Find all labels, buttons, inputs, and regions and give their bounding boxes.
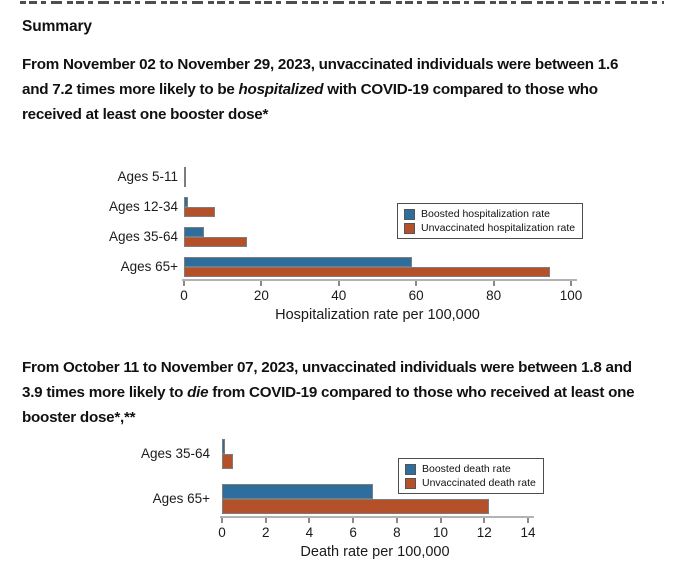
axis-tick (352, 518, 355, 523)
axis-tick (439, 518, 442, 523)
bar-boosted-hospitalization-rate-ages-35-64 (184, 227, 204, 237)
legend-item-boosted-hospitalization-rate: Boosted hospitalization rate (404, 208, 575, 220)
axis-tick-label: 60 (408, 288, 424, 303)
legend-swatch-unvaccinated-death-rate (405, 477, 416, 489)
category-label-ages-65: Ages 65+ (152, 491, 210, 506)
axis-tick-label: 8 (393, 525, 401, 540)
legend-label-unvaccinated-death-rate: Unvaccinated death rate (422, 477, 536, 489)
legend-swatch-boosted-hospitalization-rate (404, 208, 415, 220)
category-label-ages-12-34: Ages 12-34 (108, 199, 178, 214)
bar-unvaccinated-death-rate-ages-65 (222, 499, 489, 514)
death-summary-paragraph: From October 11 to November 07, 2023, un… (22, 355, 644, 430)
axis-tick-label: 20 (253, 288, 269, 303)
axis-tick-label: 14 (520, 525, 536, 540)
axis-tick (264, 518, 267, 523)
text-segment: From October 11 to November 07, 2023, un… (22, 359, 632, 401)
summary-heading: Summary (22, 18, 92, 35)
legend-item-unvaccinated-hospitalization-rate: Unvaccinated hospitalization rate (404, 222, 575, 234)
axis-tick-label: 12 (476, 525, 492, 540)
axis-tick (570, 281, 572, 286)
legend-swatch-boosted-death-rate (405, 463, 416, 475)
legend-label-boosted-death-rate: Boosted death rate (422, 463, 511, 475)
axis-tick (527, 518, 529, 523)
bar-unvaccinated-hospitalization-rate-ages-65 (184, 267, 550, 277)
category-label-ages-35-64: Ages 35-64 (140, 446, 210, 461)
hospitalization-summary-paragraph: From November 02 to November 29, 2023, u… (22, 52, 644, 127)
axis-tick (395, 518, 398, 523)
text-segment: from COVID-19 compared to those who rece… (22, 384, 635, 426)
axis-tick-label: 0 (180, 288, 188, 303)
axis-tick-label: 10 (433, 525, 449, 540)
bar-unvaccinated-hospitalization-rate-ages-35-64 (184, 237, 247, 247)
x-axis-line (220, 516, 534, 518)
legend-item-boosted-death-rate: Boosted death rate (405, 463, 536, 475)
bar-boosted-hospitalization-rate-ages-65 (184, 257, 412, 267)
hospitalization-chart: Ages 5-11 Ages 12-34 Ages 35-64 Ages 65+ 0 20… (0, 160, 684, 335)
legend-swatch-unvaccinated-hospitalization-rate (404, 222, 415, 234)
axis-tick (260, 281, 263, 286)
death-chart: Ages 35-64 Ages 65+ 0 2 4 6 8 10 12 14 Death rate … (0, 430, 684, 568)
bar-unvaccinated-hospitalization-rate-ages-5-11 (184, 177, 186, 187)
axis-tick-label: 4 (305, 525, 314, 540)
axis-tick (337, 281, 340, 286)
legend: Boosted death rate Unvaccinated death rat… (398, 458, 544, 494)
bar-unvaccinated-hospitalization-rate-ages-12-34 (184, 207, 215, 217)
category-label-ages-35-64: Ages 35-64 (108, 229, 178, 244)
axis-tick (415, 281, 418, 286)
axis-tick (308, 518, 311, 523)
legend-label-boosted-hospitalization-rate: Boosted hospitalization rate (421, 208, 550, 220)
category-label-ages-65: Ages 65+ (120, 259, 178, 274)
axis-tick-label: 40 (331, 288, 347, 303)
axis-tick (483, 518, 486, 523)
legend-item-unvaccinated-death-rate: Unvaccinated death rate (405, 477, 536, 489)
axis-tick-label: 100 (559, 288, 583, 303)
bar-boosted-hospitalization-rate-ages-5-11 (184, 167, 186, 177)
bar-boosted-hospitalization-rate-ages-12-34 (184, 197, 188, 207)
text-segment: with COVID-19 compared to those who rece… (22, 81, 598, 123)
category-label-ages-5-11: Ages 5-11 (117, 169, 178, 184)
clipped-text-top (20, 1, 664, 4)
legend-label-unvaccinated-hospitalization-rate: Unvaccinated hospitalization rate (421, 222, 576, 234)
bar-boosted-death-rate-ages-35-64 (222, 439, 225, 454)
legend: Boosted hospitalization rate Unvaccinated… (397, 203, 584, 239)
bar-unvaccinated-death-rate-ages-35-64 (222, 454, 233, 469)
x-axis-label: Death rate per 100,000 (300, 544, 450, 560)
bar-boosted-death-rate-ages-65 (222, 484, 373, 499)
x-axis-line (182, 279, 577, 281)
axis-tick (492, 281, 495, 286)
text-segment: From November 02 to November 29, 2023, u… (22, 56, 619, 98)
axis-tick-label: 80 (486, 288, 502, 303)
axis-tick (221, 518, 223, 523)
italic-text: die (187, 384, 209, 401)
axis-tick-label: 2 (261, 525, 270, 540)
axis-tick-label: 0 (218, 525, 226, 540)
italic-text: hospitalized (238, 81, 324, 98)
x-axis-label: Hospitalization rate per 100,000 (275, 307, 480, 323)
axis-tick (183, 281, 185, 286)
axis-tick-label: 6 (349, 525, 357, 540)
